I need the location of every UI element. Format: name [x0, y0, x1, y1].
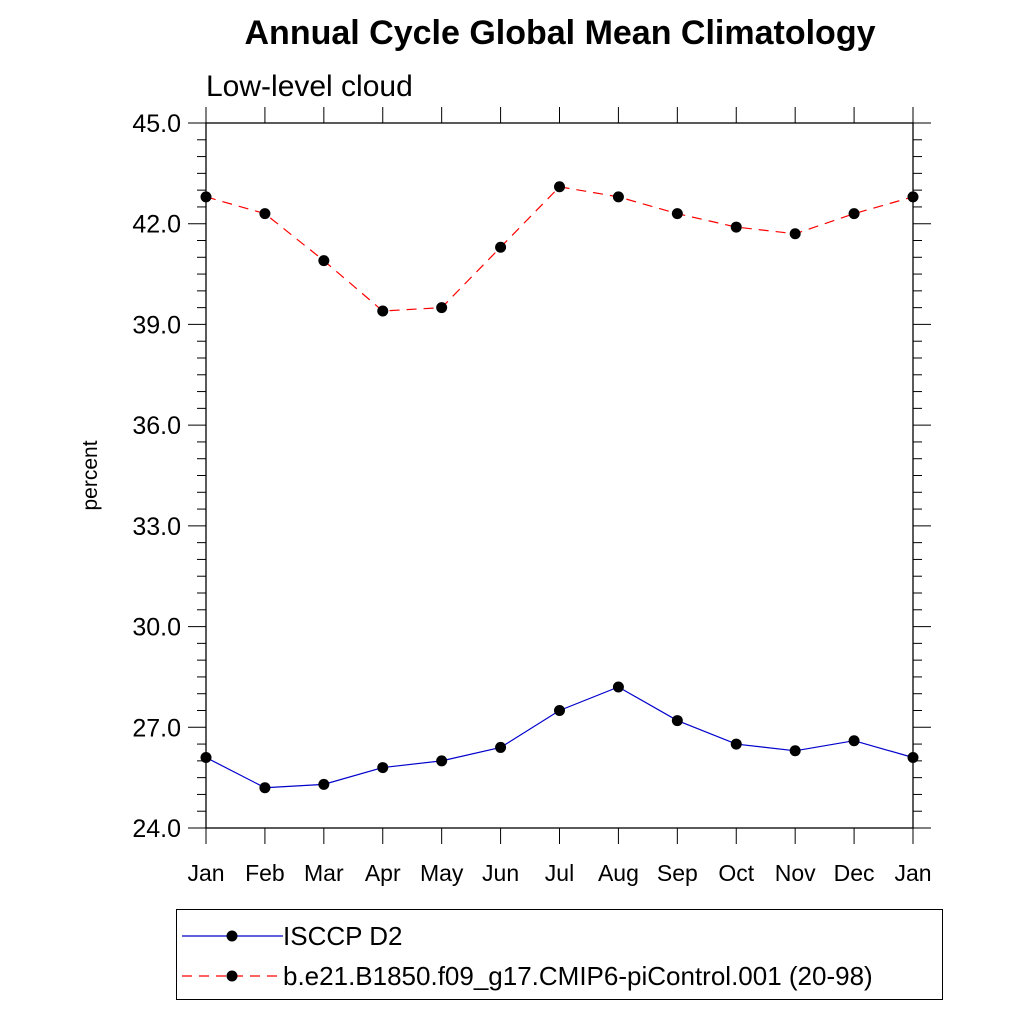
x-tick-label: Dec	[834, 860, 875, 886]
data-point	[554, 705, 565, 716]
data-point	[848, 208, 860, 220]
data-point	[730, 738, 742, 750]
y-tick-label: 36.0	[132, 412, 181, 440]
line-chart: 24.0 27.0 30.0 33.0 36.0 39.0 42.0 45.0 Jan Feb Ma…	[79, 107, 932, 886]
data-point	[495, 741, 507, 753]
data-point	[612, 681, 624, 693]
x-tick-label: Mar	[304, 860, 344, 886]
data-point	[436, 302, 448, 314]
data-point	[377, 762, 389, 774]
chart-title: Annual Cycle Global Mean Climatology	[244, 14, 876, 52]
data-point	[848, 735, 860, 747]
x-tick-label: Oct	[718, 860, 754, 886]
x-tick-label: Sep	[657, 860, 698, 886]
x-tick-label: Jan	[894, 860, 931, 886]
data-point	[436, 755, 448, 767]
y-tick-label: 27.0	[132, 714, 181, 742]
legend-swatch-model	[182, 970, 283, 982]
data-point	[200, 191, 212, 203]
series-line-0	[205, 686, 914, 789]
data-point	[318, 255, 330, 267]
data-point	[907, 191, 919, 203]
y-axis-label: percent	[79, 440, 102, 510]
data-point	[671, 715, 683, 727]
x-tick-label: Aug	[598, 860, 639, 886]
chart-subtitle: Low-level cloud	[206, 70, 413, 103]
x-tick-label: Nov	[775, 860, 816, 886]
legend-item-isccp: ISCCP D2	[177, 921, 942, 964]
legend-label-isccp: ISCCP D2	[283, 921, 403, 951]
series-line-1	[205, 186, 914, 312]
legend: ISCCP D2 b.e21.B1850.f09_g17.CMIP6-piCon…	[176, 909, 943, 1000]
x-tick-label: Apr	[365, 860, 401, 886]
data-point	[789, 228, 801, 240]
x-tick-label: May	[420, 860, 464, 886]
legend-label-model: b.e21.B1850.f09_g17.CMIP6-piControl.001 …	[283, 961, 873, 991]
data-point	[789, 745, 801, 757]
y-tick-label: 24.0	[132, 815, 181, 843]
data-point	[554, 181, 565, 193]
y-tick-label: 42.0	[132, 211, 181, 239]
data-point	[377, 305, 389, 317]
data-point	[671, 208, 683, 220]
x-tick-label: Jan	[187, 860, 224, 886]
y-tick-label: 39.0	[132, 311, 181, 339]
data-point	[495, 241, 507, 253]
legend-item-model: b.e21.B1850.f09_g17.CMIP6-piControl.001 …	[177, 961, 942, 1004]
x-tick-label: Jun	[482, 860, 519, 886]
y-tick-label: 33.0	[132, 513, 181, 541]
data-point	[730, 221, 742, 233]
x-tick-label: Feb	[245, 860, 285, 886]
data-point	[612, 191, 624, 203]
legend-swatch-isccp	[182, 930, 283, 942]
x-tick-label: Jul	[545, 860, 574, 886]
plot-frame	[205, 122, 914, 829]
data-point	[259, 208, 271, 220]
data-point	[907, 752, 919, 763]
data-point	[318, 778, 330, 790]
data-point	[259, 782, 271, 794]
data-point	[200, 752, 212, 763]
y-tick-label: 45.0	[132, 110, 181, 138]
y-tick-label: 30.0	[132, 614, 181, 642]
